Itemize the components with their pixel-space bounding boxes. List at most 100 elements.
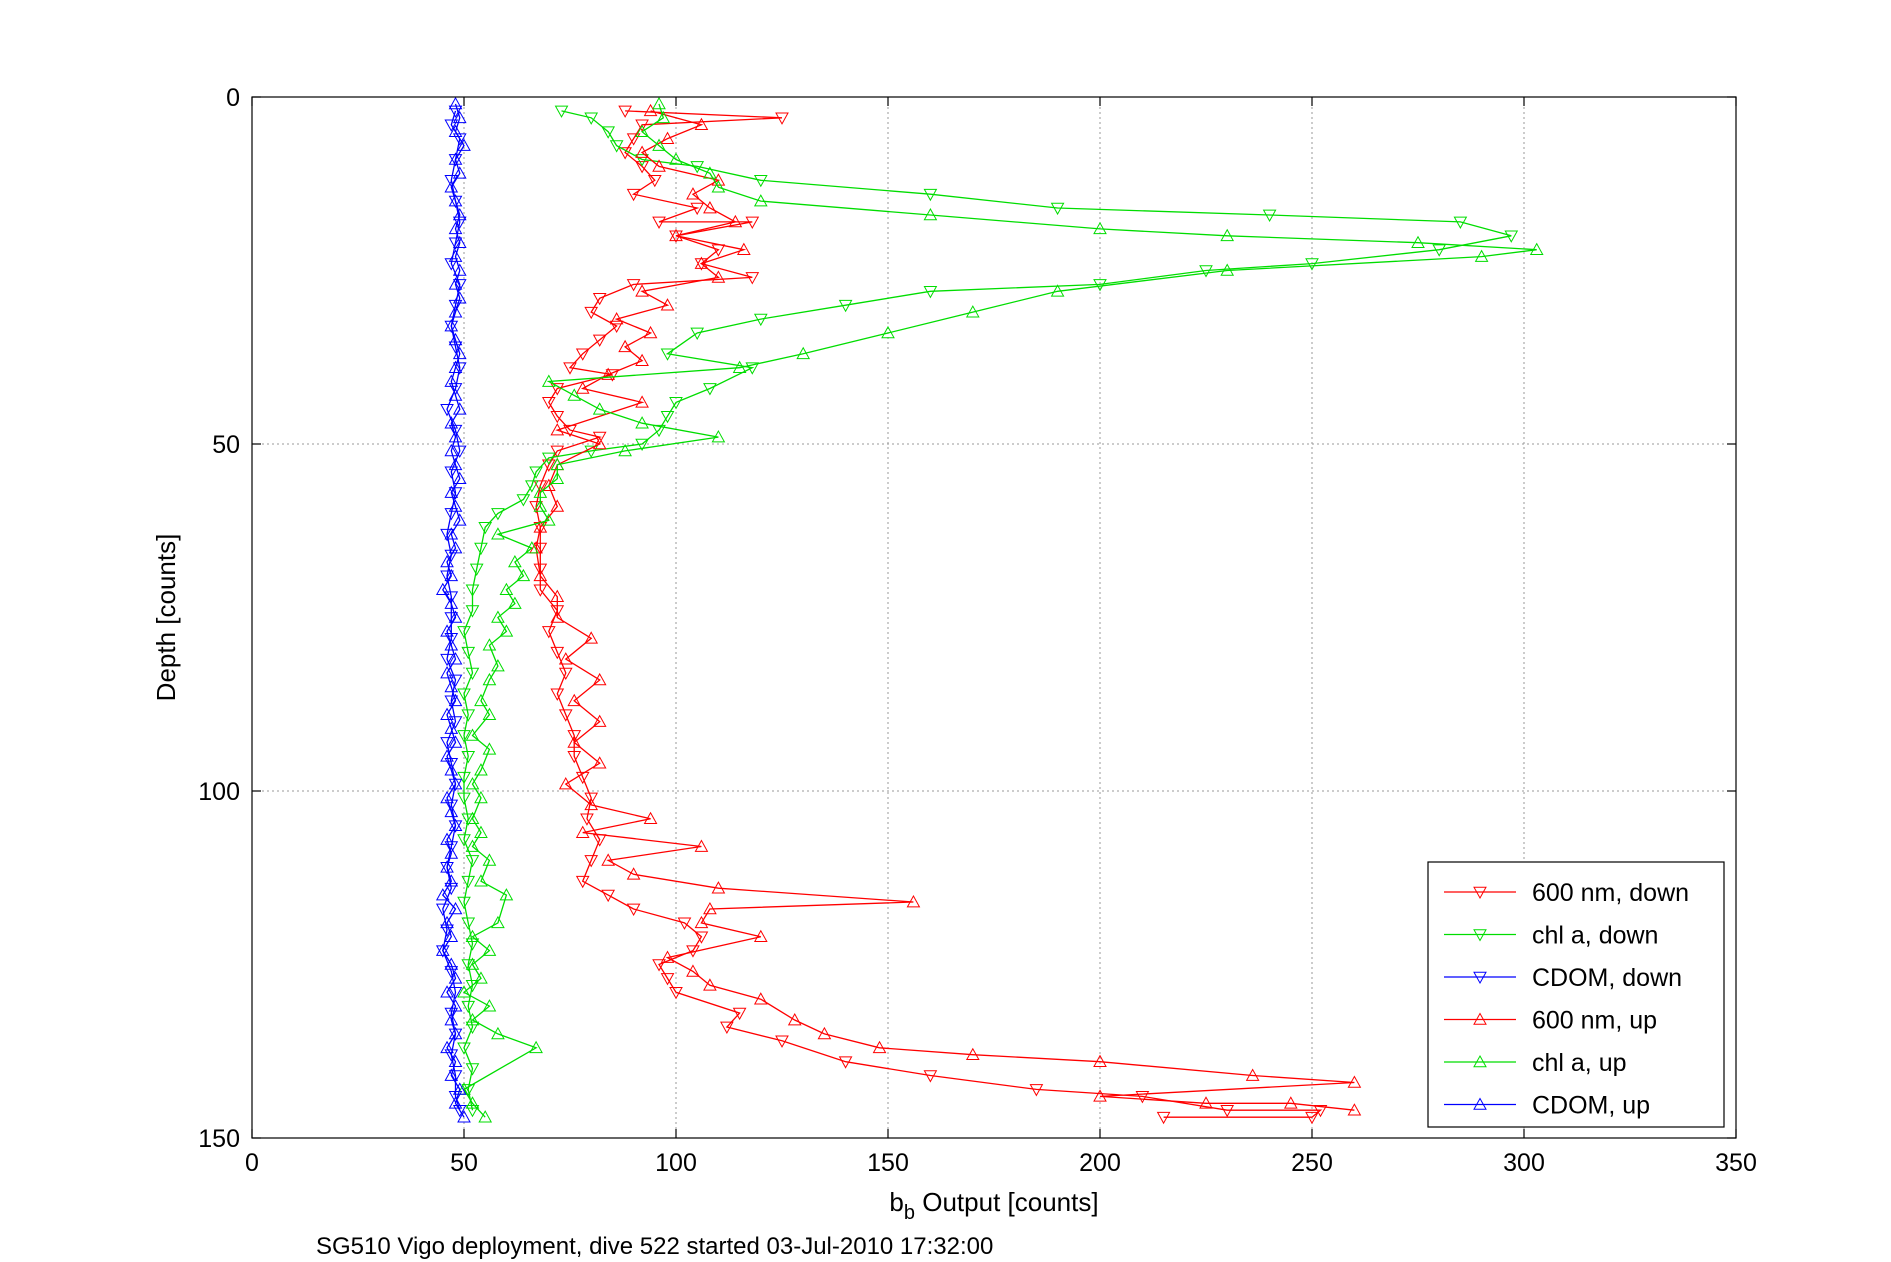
data-point [461, 751, 476, 764]
data-point [592, 672, 607, 686]
data-point [448, 1070, 463, 1083]
data-point [465, 957, 480, 970]
series-3 [529, 103, 1362, 1116]
data-point [444, 320, 459, 334]
data-point [448, 777, 463, 790]
legend-swatch-marker [1473, 1097, 1487, 1110]
data-point [448, 541, 463, 554]
data-point [711, 881, 726, 894]
series-4 [457, 96, 1544, 1123]
x-tick-label: 350 [1715, 1149, 1757, 1177]
legend-label: CDOM, up [1532, 1092, 1650, 1120]
data-point [626, 867, 641, 880]
data-point [448, 152, 463, 165]
data-point [461, 875, 476, 889]
data-point [435, 945, 450, 958]
data-point [817, 1026, 832, 1040]
data-point [643, 325, 658, 339]
data-point [965, 305, 980, 318]
data-point [444, 612, 459, 625]
legend-label: 600 nm, down [1532, 879, 1689, 907]
data-point [1093, 1089, 1107, 1102]
data-point [491, 915, 505, 929]
data-point [448, 249, 463, 262]
data-point [444, 591, 459, 604]
data-point [529, 1040, 543, 1054]
y-tick-label: 50 [212, 431, 240, 459]
data-point [711, 430, 726, 443]
data-point [1050, 284, 1065, 297]
data-point [465, 1063, 480, 1076]
data-point [1305, 1111, 1319, 1125]
data-point [618, 147, 632, 160]
data-point [563, 362, 577, 375]
data-point [457, 138, 471, 151]
data-point [465, 605, 480, 618]
data-point [448, 457, 463, 471]
data-point [452, 110, 467, 124]
data-point [444, 318, 459, 332]
data-point [745, 362, 760, 375]
data-point [444, 568, 459, 582]
data-point [609, 312, 624, 325]
data-point [448, 652, 463, 665]
data-point [580, 813, 594, 826]
data-point [482, 742, 497, 755]
data-point [465, 938, 480, 951]
data-point [601, 367, 616, 380]
data-point [1305, 258, 1319, 271]
data-point [440, 707, 454, 720]
data-point [567, 693, 582, 707]
data-point [478, 521, 493, 535]
data-point [533, 485, 548, 498]
data-point [448, 487, 463, 500]
data-point [482, 638, 497, 651]
data-point [444, 804, 459, 818]
series-line [463, 110, 1512, 1111]
data-point [461, 646, 476, 660]
data-point [448, 277, 463, 290]
data-point [448, 778, 463, 792]
data-point [440, 862, 454, 875]
x-tick-label: 100 [655, 1149, 697, 1177]
data-point [482, 672, 497, 686]
data-point [461, 917, 476, 930]
data-point [775, 1035, 789, 1048]
data-point [1504, 230, 1519, 243]
data-point [444, 596, 459, 609]
data-point [1474, 249, 1489, 262]
data-point [482, 707, 497, 720]
data-point [444, 874, 459, 887]
data-point [554, 105, 569, 118]
data-point [444, 882, 459, 896]
data-point [444, 374, 459, 387]
legend-swatch-marker [1473, 1012, 1487, 1025]
data-point [440, 624, 454, 637]
data-point [592, 756, 607, 769]
data-point [448, 499, 463, 512]
data-point [533, 499, 548, 512]
data-point [635, 154, 649, 167]
data-point [745, 216, 760, 229]
data-point [491, 527, 505, 540]
data-point [720, 1021, 734, 1034]
data-point [686, 964, 700, 977]
data-point [457, 792, 471, 805]
data-point [452, 291, 467, 304]
data-point [618, 339, 632, 353]
data-point [694, 256, 709, 269]
data-point [618, 443, 632, 457]
data-point [660, 973, 675, 986]
data-point [775, 112, 789, 125]
data-point [452, 513, 467, 526]
data-point [516, 494, 531, 507]
data-point [452, 207, 467, 221]
data-point [694, 258, 709, 271]
data-point [440, 1040, 454, 1054]
data-point [465, 1096, 480, 1109]
data-point [609, 320, 624, 334]
data-point [635, 124, 649, 137]
data-point [448, 360, 463, 373]
data-point [1093, 221, 1107, 235]
data-point [524, 541, 539, 554]
